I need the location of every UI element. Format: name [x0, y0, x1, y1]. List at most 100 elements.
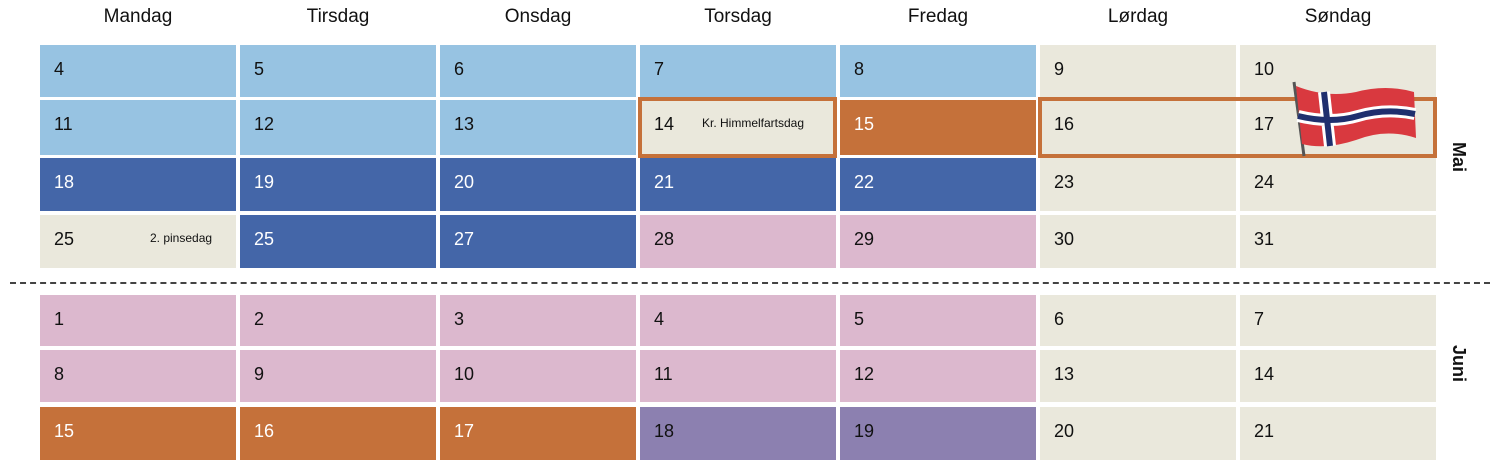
day-cell[interactable]: 21: [640, 158, 836, 211]
day-cell[interactable]: 5: [840, 295, 1036, 346]
day-number: 6: [454, 59, 465, 79]
day-number: 30: [1054, 229, 1075, 249]
day-cell[interactable]: 2: [240, 295, 436, 346]
day-cell[interactable]: 22: [840, 158, 1036, 211]
day-cell[interactable]: 8: [40, 350, 236, 402]
day-number: 14: [1254, 364, 1275, 384]
day-number: 21: [1254, 421, 1275, 441]
day-cell[interactable]: 25: [240, 215, 436, 268]
day-number: 5: [254, 59, 265, 79]
day-cell[interactable]: 10: [1240, 45, 1436, 97]
day-cell[interactable]: 28: [640, 215, 836, 268]
day-cell[interactable]: 15: [840, 100, 1036, 155]
day-cell[interactable]: 31: [1240, 215, 1436, 268]
day-number: 25: [254, 229, 275, 249]
day-number: 15: [854, 114, 875, 134]
day-cell[interactable]: 30: [1040, 215, 1236, 268]
day-cell[interactable]: 15: [40, 407, 236, 460]
month-divider: [10, 282, 1490, 284]
day-cell[interactable]: 18: [640, 407, 836, 460]
day-number: 4: [54, 59, 65, 79]
day-cell[interactable]: 4: [640, 295, 836, 346]
day-cell[interactable]: 6: [440, 45, 636, 97]
norwegian-flag-icon: [1292, 81, 1417, 157]
holiday-label: 2. pinsedag: [150, 231, 213, 245]
day-number: 1: [54, 309, 65, 329]
month-label-mai: Mai: [1449, 142, 1469, 173]
day-number: 3: [454, 309, 465, 329]
day-cell[interactable]: 4: [40, 45, 236, 97]
day-number: 16: [254, 421, 275, 441]
day-number: 16: [1054, 114, 1075, 134]
weekday-lørdag: Lørdag: [1107, 6, 1169, 27]
day-number: 14: [654, 114, 675, 134]
day-number: 10: [454, 364, 475, 384]
day-cell[interactable]: 21: [1240, 407, 1436, 460]
day-number: 22: [854, 172, 875, 192]
day-number: 28: [654, 229, 675, 249]
day-number: 17: [454, 421, 475, 441]
day-cell[interactable]: 20: [440, 158, 636, 211]
day-number: 12: [254, 114, 275, 134]
day-cell[interactable]: 12: [240, 100, 436, 155]
day-number: 13: [454, 114, 475, 134]
day-number: 27: [454, 229, 475, 249]
day-number: 29: [854, 229, 875, 249]
day-cell[interactable]: 7: [1240, 295, 1436, 346]
day-cell[interactable]: 18: [40, 158, 236, 211]
day-number: 18: [654, 421, 675, 441]
day-cell[interactable]: 16: [240, 407, 436, 460]
day-cell[interactable]: 19: [840, 407, 1036, 460]
day-cell[interactable]: 14 Kr. Himmelfartsdag: [640, 100, 836, 155]
day-cell[interactable]: 11: [640, 350, 836, 402]
day-number: 21: [654, 172, 675, 192]
day-number: 2: [254, 309, 265, 329]
weekday-mandag: Mandag: [103, 6, 173, 27]
holiday-label: Kr. Himmelfartsdag: [702, 116, 805, 130]
day-cell[interactable]: 14: [1240, 350, 1436, 402]
day-number: 10: [1254, 59, 1275, 79]
day-cell[interactable]: 12: [840, 350, 1036, 402]
day-cell[interactable]: 17: [440, 407, 636, 460]
day-number: 7: [654, 59, 665, 79]
day-number: 8: [54, 364, 65, 384]
day-number: 20: [1054, 421, 1075, 441]
day-cell[interactable]: 9: [240, 350, 436, 402]
day-number: 19: [254, 172, 275, 192]
day-cell[interactable]: 8: [840, 45, 1036, 97]
day-cell[interactable]: 6: [1040, 295, 1236, 346]
day-cell[interactable]: 29: [840, 215, 1036, 268]
day-number: 24: [1254, 172, 1275, 192]
day-cell[interactable]: 7: [640, 45, 836, 97]
day-number: 11: [654, 364, 673, 384]
day-cell[interactable]: 5: [240, 45, 436, 97]
day-number: 5: [854, 309, 865, 329]
day-cell[interactable]: 10: [440, 350, 636, 402]
day-cell[interactable]: 23: [1040, 158, 1236, 211]
day-cell[interactable]: 13: [440, 100, 636, 155]
day-number: 25: [54, 229, 75, 249]
day-cell[interactable]: 24: [1240, 158, 1436, 211]
day-cell[interactable]: 25 2. pinsedag: [40, 215, 236, 268]
day-number: 15: [54, 421, 75, 441]
day-cell[interactable]: 19: [240, 158, 436, 211]
day-cell[interactable]: 1: [40, 295, 236, 346]
day-number: 18: [54, 172, 75, 192]
day-cell[interactable]: 13: [1040, 350, 1236, 402]
day-number: 13: [1054, 364, 1075, 384]
weekday-tirsdag: Tirsdag: [306, 6, 370, 27]
day-number: 20: [454, 172, 475, 192]
day-number: 12: [854, 364, 875, 384]
weekday-torsdag: Torsdag: [704, 6, 772, 27]
day-number: 19: [854, 421, 875, 441]
day-cell[interactable]: 20: [1040, 407, 1236, 460]
day-cell[interactable]: 16: [1040, 100, 1236, 155]
day-cell[interactable]: 11: [40, 100, 236, 155]
day-number: 7: [1254, 309, 1265, 329]
day-cell[interactable]: 3: [440, 295, 636, 346]
day-number: 11: [54, 114, 73, 134]
weekday-onsdag: Onsdag: [504, 6, 572, 27]
day-number: 31: [1254, 229, 1275, 249]
day-cell[interactable]: 9: [1040, 45, 1236, 97]
day-cell[interactable]: 27: [440, 215, 636, 268]
